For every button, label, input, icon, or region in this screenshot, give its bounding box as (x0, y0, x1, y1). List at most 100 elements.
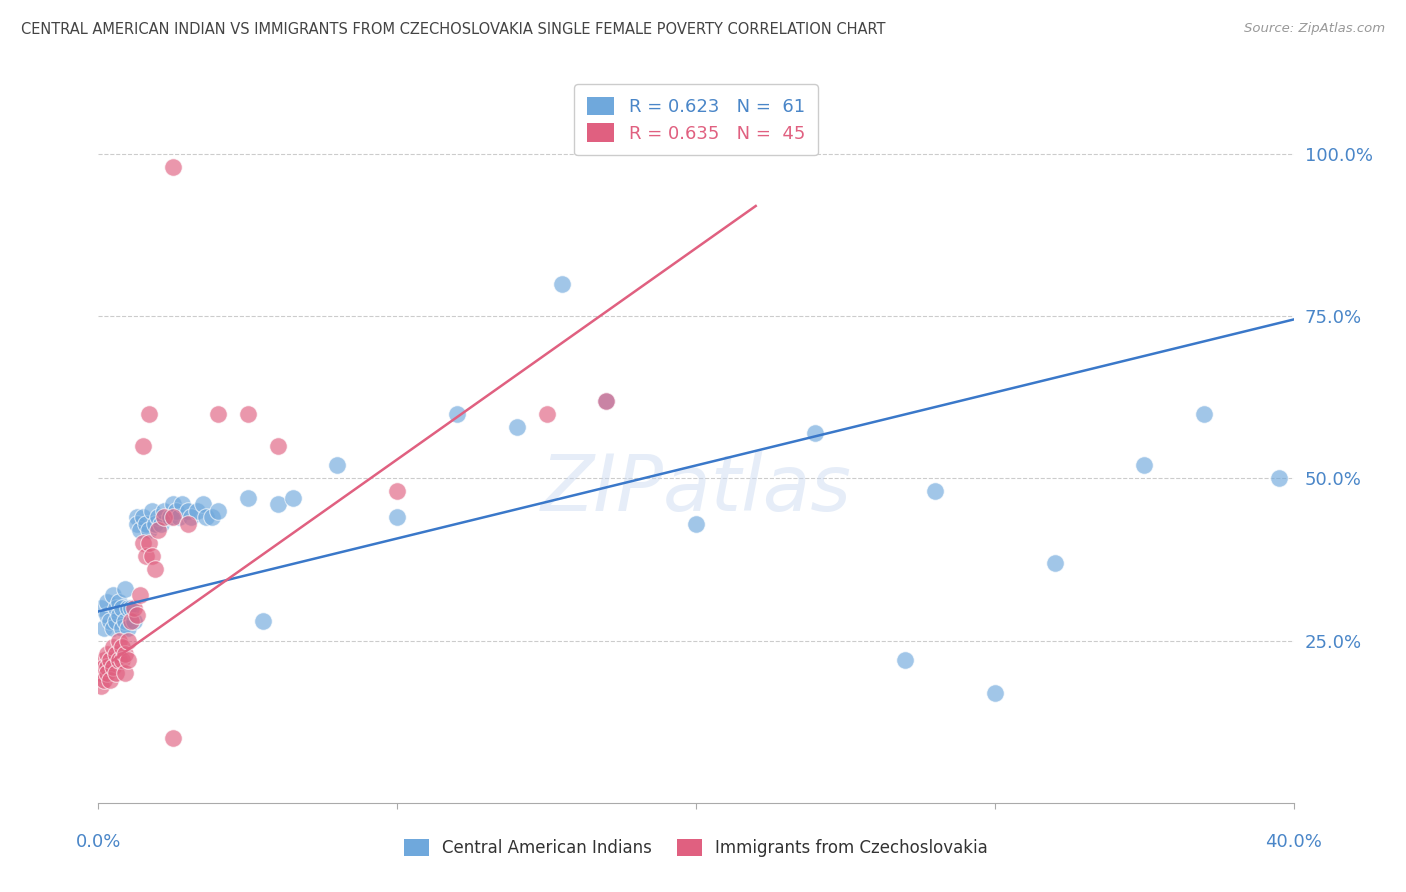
Point (550, 277, 572, 291)
Point (108, 607, 131, 622)
Point (90, 666, 112, 681)
Point (111, 640, 134, 654)
Point (326, 458, 349, 473)
Point (114, 666, 136, 681)
Point (127, 516, 149, 531)
Point (165, 504, 187, 518)
Point (135, 549, 157, 564)
Point (111, 601, 134, 615)
Point (148, 510, 170, 524)
Point (111, 653, 134, 667)
Point (114, 582, 136, 596)
Point (96, 659, 118, 673)
Point (98, 673, 122, 687)
Point (93, 673, 115, 687)
Point (143, 516, 166, 531)
Text: Source: ZipAtlas.com: Source: ZipAtlas.com (1244, 22, 1385, 36)
Point (120, 601, 142, 615)
Point (127, 607, 149, 622)
Point (127, 510, 149, 524)
Point (108, 653, 131, 667)
Point (103, 621, 125, 635)
Point (124, 601, 146, 615)
Point (138, 407, 160, 421)
Point (162, 497, 184, 511)
Point (117, 633, 139, 648)
Point (281, 491, 304, 505)
Point (446, 407, 468, 421)
Point (207, 504, 229, 518)
Point (159, 510, 181, 524)
Point (143, 562, 166, 576)
Point (148, 524, 170, 538)
Point (105, 614, 128, 628)
Point (141, 549, 163, 564)
Point (201, 510, 224, 524)
Point (120, 614, 142, 628)
Point (536, 407, 558, 421)
Point (141, 504, 163, 518)
Point (93, 621, 115, 635)
Point (108, 595, 131, 609)
Point (385, 484, 409, 499)
Point (96, 647, 118, 661)
Point (804, 425, 827, 440)
Point (132, 439, 155, 453)
Point (93, 653, 115, 667)
Point (207, 407, 229, 421)
Point (191, 497, 214, 511)
Point (267, 497, 290, 511)
Point (150, 516, 173, 531)
Point (98, 653, 122, 667)
Point (1267, 471, 1289, 485)
Point (111, 621, 134, 635)
Point (162, 510, 184, 524)
Point (114, 647, 136, 661)
Point (105, 601, 128, 615)
Text: 0.0%: 0.0% (76, 833, 121, 851)
Point (93, 659, 115, 673)
Point (105, 666, 128, 681)
Point (153, 504, 176, 518)
Point (108, 633, 131, 648)
Point (135, 516, 157, 531)
Point (117, 653, 139, 667)
Point (595, 393, 617, 408)
Point (1043, 556, 1066, 570)
Point (924, 484, 946, 499)
Point (186, 504, 208, 518)
Text: 40.0%: 40.0% (1265, 833, 1322, 851)
Point (162, 160, 184, 174)
Point (132, 536, 155, 550)
Point (177, 516, 200, 531)
Point (252, 614, 274, 628)
Point (96, 666, 118, 681)
Point (103, 640, 125, 654)
Point (385, 510, 409, 524)
Point (1133, 458, 1156, 473)
Point (117, 621, 139, 635)
Point (177, 504, 200, 518)
Point (1192, 407, 1215, 421)
Point (96, 595, 118, 609)
Point (172, 497, 194, 511)
Point (96, 607, 118, 622)
Text: CENTRAL AMERICAN INDIAN VS IMMIGRANTS FROM CZECHOSLOVAKIA SINGLE FEMALE POVERTY : CENTRAL AMERICAN INDIAN VS IMMIGRANTS FR… (21, 22, 886, 37)
Point (506, 419, 529, 434)
Point (685, 516, 707, 531)
Point (894, 653, 917, 667)
Point (595, 393, 617, 408)
Point (167, 510, 190, 524)
Point (180, 510, 202, 524)
Legend: R = 0.623   N =  61, R = 0.635   N =  45: R = 0.623 N = 61, R = 0.635 N = 45 (575, 84, 817, 155)
Point (124, 614, 146, 628)
Point (98, 614, 122, 628)
Point (129, 524, 152, 538)
Point (114, 614, 136, 628)
Point (138, 536, 160, 550)
Point (105, 647, 128, 661)
Point (153, 510, 176, 524)
Point (103, 659, 125, 673)
Point (267, 439, 290, 453)
Point (129, 588, 152, 602)
